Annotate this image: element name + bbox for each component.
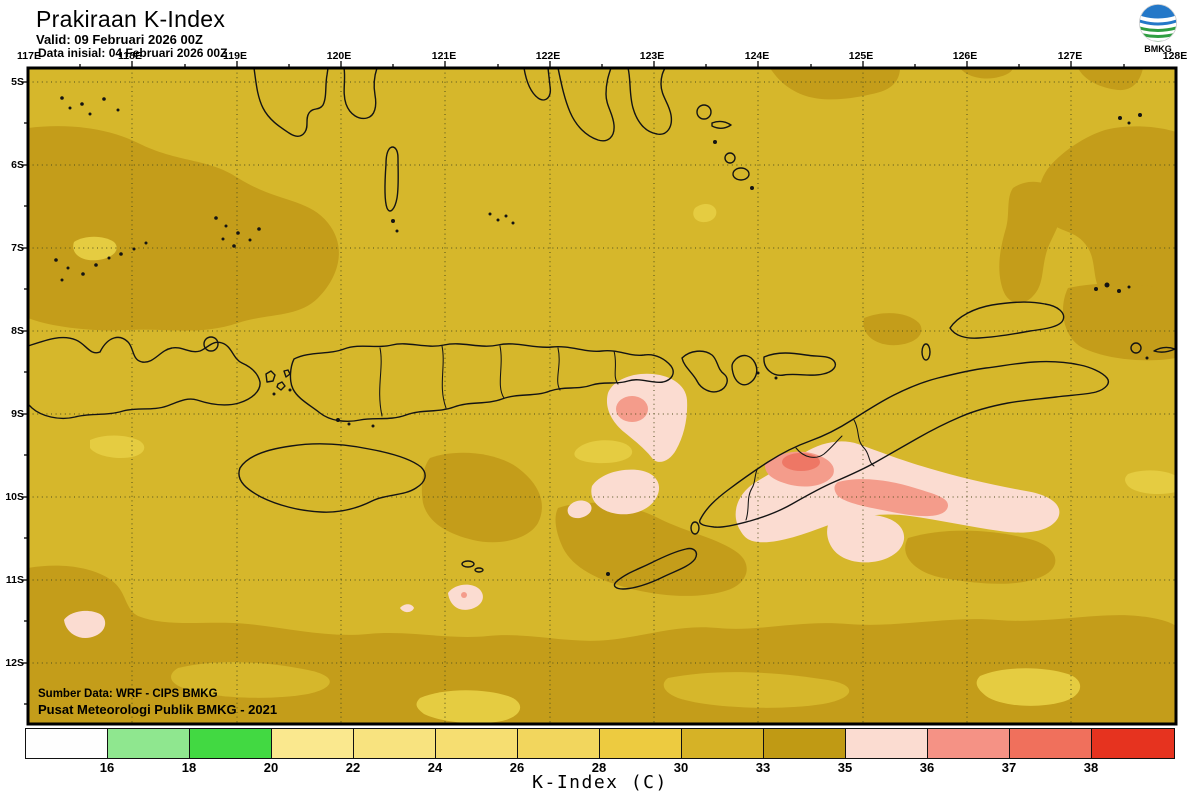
- lat-tick-label: 11S: [5, 574, 24, 586]
- lon-tick-label: 125E: [848, 50, 874, 62]
- valid-time-label: Valid: 09 Februari 2026 00Z: [36, 32, 203, 47]
- colorbar-segment: [354, 729, 436, 758]
- colorbar-tick-label: 20: [263, 760, 279, 775]
- colorbar-tick-label: 33: [755, 760, 771, 775]
- map-frame: [26, 66, 1178, 726]
- lon-tick-label: 123E: [639, 50, 665, 62]
- lon-tick-label: 120E: [326, 50, 352, 62]
- colorbar-segment: [600, 729, 682, 758]
- lon-tick-label: 117E: [17, 50, 41, 62]
- colorbar-segment: [518, 729, 600, 758]
- colorbar-tick-label: 38: [1083, 760, 1099, 775]
- lat-tick-label: 12S: [5, 657, 24, 669]
- colorbar-tick-label: 36: [919, 760, 935, 775]
- colorbar-tick-label: 35: [837, 760, 853, 775]
- colorbar-segment: [764, 729, 846, 758]
- lon-tick-label: 124E: [744, 50, 770, 62]
- lon-tick-label: 126E: [952, 50, 978, 62]
- colorbar-segment: [26, 729, 108, 758]
- colorbar-tick-label: 24: [427, 760, 443, 775]
- colorbar-segment: [272, 729, 354, 758]
- lat-tick-label: 6S: [11, 159, 24, 171]
- coastlines: [27, 67, 1176, 590]
- publisher-line: Pusat Meteorologi Publik BMKG - 2021: [38, 702, 278, 717]
- bmkg-logo-label: BMKG: [1144, 44, 1172, 54]
- colorbar-segment: [1010, 729, 1092, 758]
- lat-tick-label: 9S: [11, 408, 24, 420]
- lon-tick-label: 119E: [223, 50, 247, 62]
- colorbar-tick-label: 18: [181, 760, 197, 775]
- lat-tick-label: 7S: [11, 242, 24, 254]
- contour-midtone-breaks: [171, 662, 850, 708]
- forecast-map: [21, 61, 1178, 726]
- colorbar-segment: [1092, 729, 1174, 758]
- page-title: Prakiraan K-Index: [36, 6, 226, 32]
- colorbar-segment: [436, 729, 518, 758]
- lat-tick-label: 8S: [11, 325, 24, 337]
- colorbar-segment: [846, 729, 928, 758]
- initial-time-label: Data inisial: 04 Februari 2026 00Z: [38, 46, 228, 60]
- data-source-line: Sumber Data: WRF - CIPS BMKG: [38, 688, 218, 700]
- lon-tick-label: 127E: [1057, 50, 1083, 62]
- lon-tick-label: 122E: [535, 50, 561, 62]
- contour-light-patches: [73, 204, 1176, 724]
- colorbar-tick-label: 22: [345, 760, 361, 775]
- colorbar-title: K-Index (C): [532, 772, 668, 793]
- colorbar-segment: [108, 729, 190, 758]
- colorbar-tick-label: 30: [673, 760, 689, 775]
- colorbar-segment: [928, 729, 1010, 758]
- colorbar-tick-label: 28: [591, 760, 607, 775]
- colorbar-tick-label: 16: [99, 760, 115, 775]
- colorbar-segment: [190, 729, 272, 758]
- colorbar-tick-label: 26: [509, 760, 525, 775]
- lat-tick-label: 10S: [5, 491, 24, 503]
- lon-tick-label: 121E: [431, 50, 457, 62]
- lat-tick-label: 5S: [11, 76, 24, 88]
- lon-tick-label: 118E: [118, 50, 142, 62]
- colorbar-tick-label: 37: [1001, 760, 1017, 775]
- bmkg-logo-icon: [1138, 3, 1178, 43]
- lon-tick-label: 128E: [1162, 50, 1188, 62]
- colorbar: [25, 728, 1175, 759]
- colorbar-segment: [682, 729, 764, 758]
